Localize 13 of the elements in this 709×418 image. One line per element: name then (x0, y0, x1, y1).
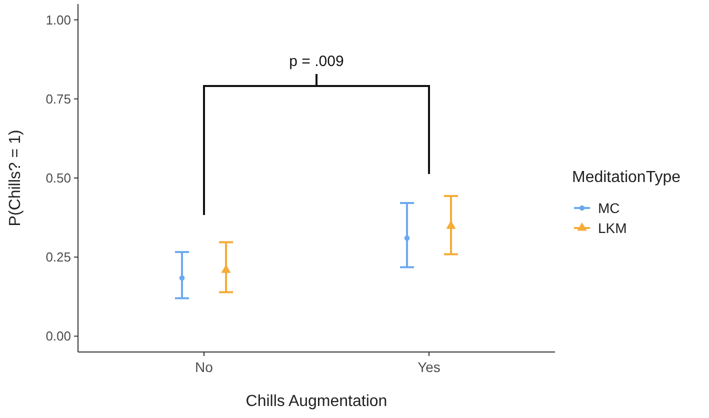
y-tick-label: 0.50 (46, 170, 71, 186)
y-tick-label: 1.00 (46, 12, 71, 28)
legend-label: MC (598, 200, 620, 216)
y-axis-title: P(Chills? = 1) (7, 130, 24, 226)
annotation: p = .009 (289, 53, 344, 70)
y-tick-label: 0.25 (46, 250, 71, 265)
legend-title: MeditationType (572, 169, 681, 186)
y-tick-label: 0.00 (46, 328, 71, 344)
x-axis-title: Chills Augmentation (246, 393, 388, 410)
x-tick-label: Yes (418, 359, 440, 375)
x-tick-label: No (195, 359, 214, 375)
y-tick-label: 0.75 (46, 91, 71, 106)
legend-label: LKM (598, 220, 627, 236)
